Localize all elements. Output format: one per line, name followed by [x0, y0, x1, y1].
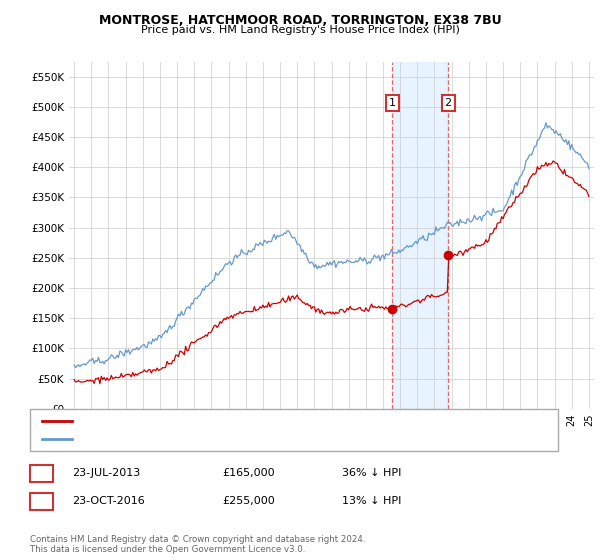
Text: 23-JUL-2013: 23-JUL-2013: [72, 468, 140, 478]
Text: £165,000: £165,000: [222, 468, 275, 478]
Text: 2: 2: [38, 496, 45, 506]
Text: 2: 2: [445, 98, 452, 108]
Text: Contains HM Land Registry data © Crown copyright and database right 2024.
This d: Contains HM Land Registry data © Crown c…: [30, 535, 365, 554]
Text: 1: 1: [389, 98, 396, 108]
Text: HPI: Average price, detached house, Torridge: HPI: Average price, detached house, Torr…: [78, 434, 313, 444]
Text: 36% ↓ HPI: 36% ↓ HPI: [342, 468, 401, 478]
Text: 23-OCT-2016: 23-OCT-2016: [72, 496, 145, 506]
Text: 13% ↓ HPI: 13% ↓ HPI: [342, 496, 401, 506]
Text: MONTROSE, HATCHMOOR ROAD, TORRINGTON, EX38 7BU (detached house): MONTROSE, HATCHMOOR ROAD, TORRINGTON, EX…: [78, 416, 474, 426]
Text: 1: 1: [38, 468, 45, 478]
Text: MONTROSE, HATCHMOOR ROAD, TORRINGTON, EX38 7BU: MONTROSE, HATCHMOOR ROAD, TORRINGTON, EX…: [98, 14, 502, 27]
Text: £255,000: £255,000: [222, 496, 275, 506]
Text: Price paid vs. HM Land Registry's House Price Index (HPI): Price paid vs. HM Land Registry's House …: [140, 25, 460, 35]
